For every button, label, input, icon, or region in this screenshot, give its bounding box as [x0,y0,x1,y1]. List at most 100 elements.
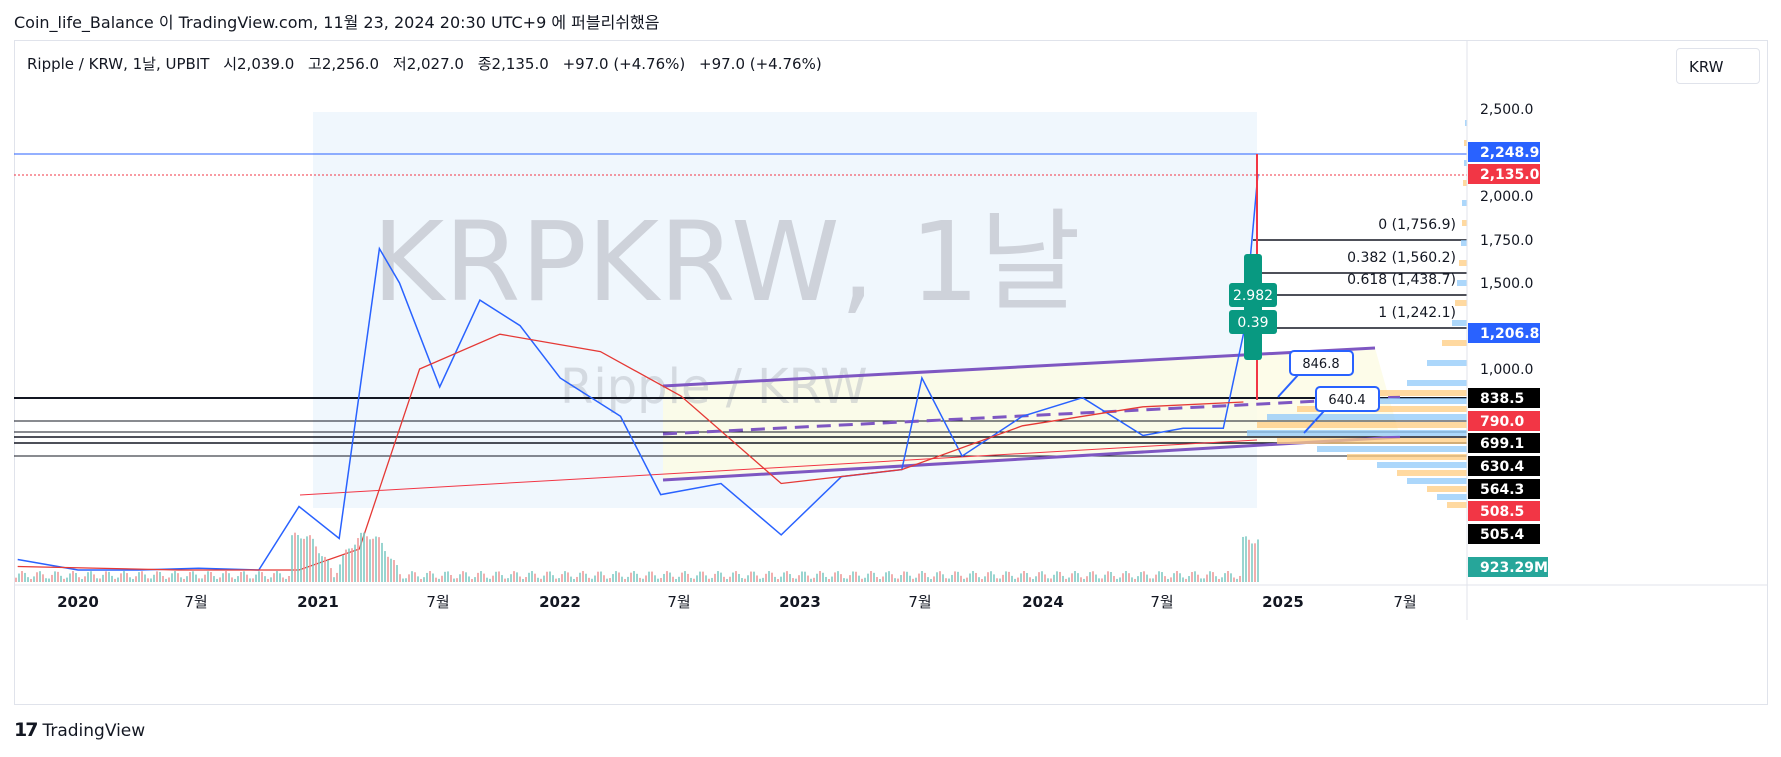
volume-profile-bar [1347,454,1467,460]
volume-bar [1029,577,1031,582]
price-axis-tick: 1,750.0 [1480,233,1533,249]
volume-bar [1053,574,1055,582]
volume-bar [978,577,980,582]
volume-bar [387,556,389,582]
volume-bar [1218,578,1220,582]
volume-bar [261,572,263,582]
volume-bar [84,576,86,582]
volume-bar [1032,578,1034,582]
volume-bar [45,578,47,582]
volume-bar [666,571,668,582]
tradingview-brand: TradingView [42,721,146,741]
volume-bar [1215,576,1217,582]
volume-bar [699,571,701,582]
volume-bar [975,572,977,582]
volume-bar [294,532,296,582]
volume-bar [570,576,572,582]
fib-level-label: 0 (1,756.9) [1378,217,1456,233]
volume-bar [774,576,776,582]
measure-badge [1229,310,1277,334]
volume-bar [1110,571,1112,582]
volume-bar [1008,571,1010,582]
volume-bar [1122,573,1124,582]
volume-bar [486,577,488,582]
volume-bar [57,571,59,582]
volume-bar [198,578,200,582]
volume-bar [840,574,842,582]
volume-bar [552,575,554,582]
ohlc-open: 시2,039.0 [223,55,295,73]
tradingview-logo[interactable]: 17 TradingView [14,719,145,741]
volume-bar [90,571,92,582]
author-name[interactable]: Coin_life_Balance [14,13,154,32]
volume-bar [1050,578,1052,582]
volume-profile-bar [1397,470,1467,476]
volume-bar [633,571,635,582]
volume-bar [1242,536,1244,582]
volume-bar [120,573,122,582]
volume-bar [1191,572,1193,582]
volume-bar [243,571,245,582]
volume-profile-bar [1377,462,1467,468]
volume-bar [495,571,497,582]
currency-button[interactable]: KRW [1676,48,1760,84]
volume-bar [222,573,224,582]
volume-profile-bar [1427,486,1467,492]
ohlc-high: 고2,256.0 [308,55,380,73]
volume-bar [513,571,515,582]
volume-bar [867,573,869,582]
volume-bar [1086,576,1088,582]
volume-bar [618,572,620,582]
volume-bar [765,573,767,582]
volume-profile-bar [1377,390,1467,396]
volume-bar [642,578,644,582]
volume-bar [1149,578,1151,582]
volume-bar [1179,573,1181,582]
volume-bar [969,573,971,582]
volume-bar [1140,572,1142,582]
volume-bar [663,573,665,582]
price-label-box [1468,142,1540,162]
volume-bar [273,573,275,582]
volume-bar [864,577,866,582]
volume-bar [612,574,614,582]
volume-bar [981,578,983,582]
time-axis-tick: 2020 [57,593,99,611]
volume-bar [930,578,932,582]
volume-bar [1068,577,1070,582]
volume-bar [702,571,704,582]
volume-bar [921,571,923,582]
volume-bar [1137,576,1139,582]
time-axis-tick: 2021 [297,593,339,611]
volume-bar [996,578,998,582]
volume-bar [1098,578,1100,582]
symbol-name[interactable]: Ripple / KRW, 1날, UPBIT [27,55,210,73]
volume-bar [402,578,404,582]
volume-bar [108,571,110,582]
channel-bottom-line [662,435,1401,482]
volume-bar [24,572,26,582]
volume-bar [1188,576,1190,582]
volume-bar [54,571,56,582]
volume-bar [381,542,383,582]
volume-profile-bar [1457,280,1467,286]
volume-bar [444,571,446,582]
volume-bar [186,576,188,582]
volume-bar [942,574,944,582]
volume-bar [432,573,434,582]
volume-bar [771,572,773,582]
volume-bar [1152,578,1154,582]
volume-bar [480,571,482,582]
volume-bar [81,578,83,582]
volume-bar [264,576,266,582]
volume-bar [630,572,632,582]
price-callout[interactable] [1315,386,1380,412]
volume-bar [546,571,548,582]
price-callout[interactable] [1289,350,1354,376]
change-value-2: +97.0 (+4.76%) [699,55,822,73]
volume-bar [348,548,350,582]
volume-bar [1056,571,1058,582]
volume-bar [879,578,881,582]
volume-bar [165,578,167,582]
